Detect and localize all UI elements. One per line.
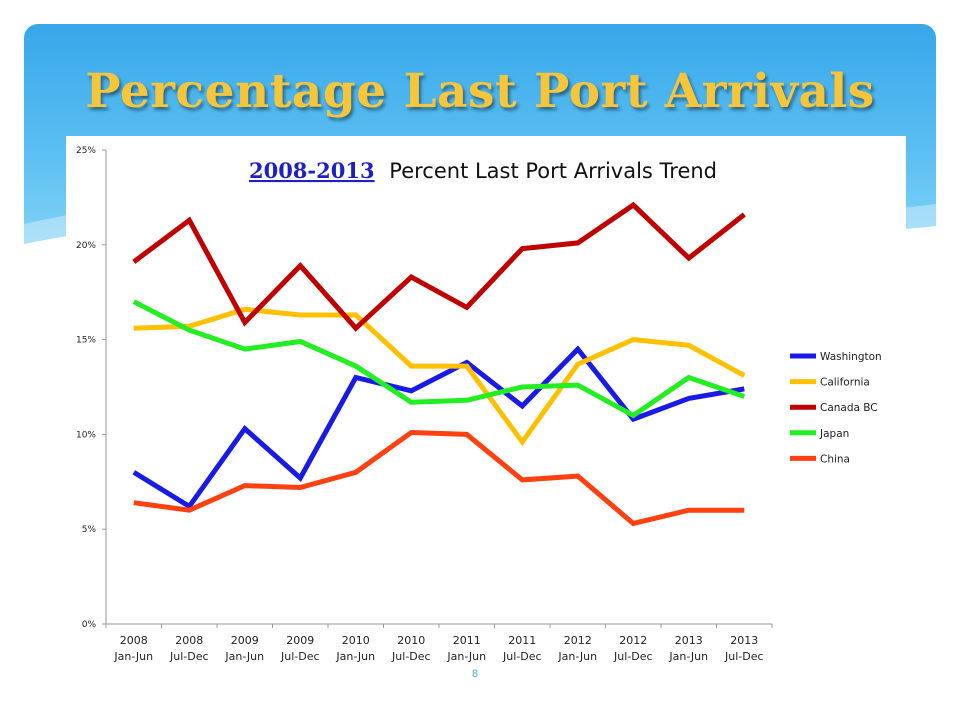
x-tick-label-period: Jan-Jun [335,650,375,663]
x-tick-label-year: 2011 [453,634,481,647]
x-tick-label-period: Jul-Dec [724,650,764,663]
series-line-china [133,429,745,527]
y-tick-label: 5% [82,525,97,535]
chart-title-text: Percent Last Port Arrivals Trend [389,159,717,183]
x-tick-label-year: 2013 [730,634,758,647]
chart-title: 2008-2013 Percent Last Port Arrivals Tre… [249,158,717,183]
series-line-washington [132,345,745,510]
series-line-california [133,306,746,447]
legend-item-canada-bc: Canada BC [790,402,878,414]
legend-label: Canada BC [820,402,878,414]
legend-item-washington: Washington [790,351,882,363]
x-tick-label-year: 2009 [286,634,314,647]
x-tick-label-period: Jan-Jun [446,650,486,663]
legend-item-california: California [790,377,870,389]
y-tick-label: 15% [76,336,96,346]
legend-label: Japan [819,428,849,440]
x-tick-label-period: Jul-Dec [391,650,431,663]
x-tick-label-period: Jul-Dec [169,650,209,663]
x-tick-label-period: Jul-Dec [280,650,320,663]
x-tick-label-year: 2009 [231,634,259,647]
line-chart: 0% 5% 10% 15% 20% 25% 2008 Jan-Jun 2008 Jul-Dec 20… [76,146,882,663]
series-line-japan [132,299,746,419]
y-tick-label: 0% [82,620,97,630]
x-tick-label-year: 2010 [397,634,425,647]
x-tick-label-period: Jul-Dec [502,650,542,663]
x-tick-label-year: 2008 [175,634,203,647]
page-number: 8 [472,668,479,680]
y-tick-label: 20% [76,241,96,251]
x-tick-label-year: 2013 [675,634,703,647]
x-tick-label-period: Jan-Jun [113,650,153,663]
legend-item-japan: Japan [790,428,849,440]
slide-title: Percentage Last Port Arrivals [85,64,875,119]
x-tick-label-period: Jul-Dec [613,650,653,663]
x-tick-label-period: Jan-Jun [668,650,708,663]
x-tick-label-year: 2008 [120,634,148,647]
x-tick-label-year: 2011 [508,634,536,647]
x-tick-label-year: 2010 [342,634,370,647]
x-tick-label-period: Jan-Jun [557,650,597,663]
legend-label: Washington [820,351,882,363]
y-tick-label: 25% [76,146,96,156]
x-tick-label-year: 2012 [564,634,592,647]
y-tick-label: 10% [76,430,96,440]
chart-panel: 0% 5% 10% 15% 20% 25% 2008 Jan-Jun 2008 Jul-Dec 20… [66,136,906,672]
x-tick-label-period: Jan-Jun [224,650,264,663]
legend-label: China [820,453,850,465]
x-tick-label-year: 2012 [619,634,647,647]
legend-label: California [820,377,870,389]
series-line-canada-bc [132,201,746,332]
chart-title-years: 2008-2013 [249,158,375,183]
legend-item-china: China [790,453,850,465]
